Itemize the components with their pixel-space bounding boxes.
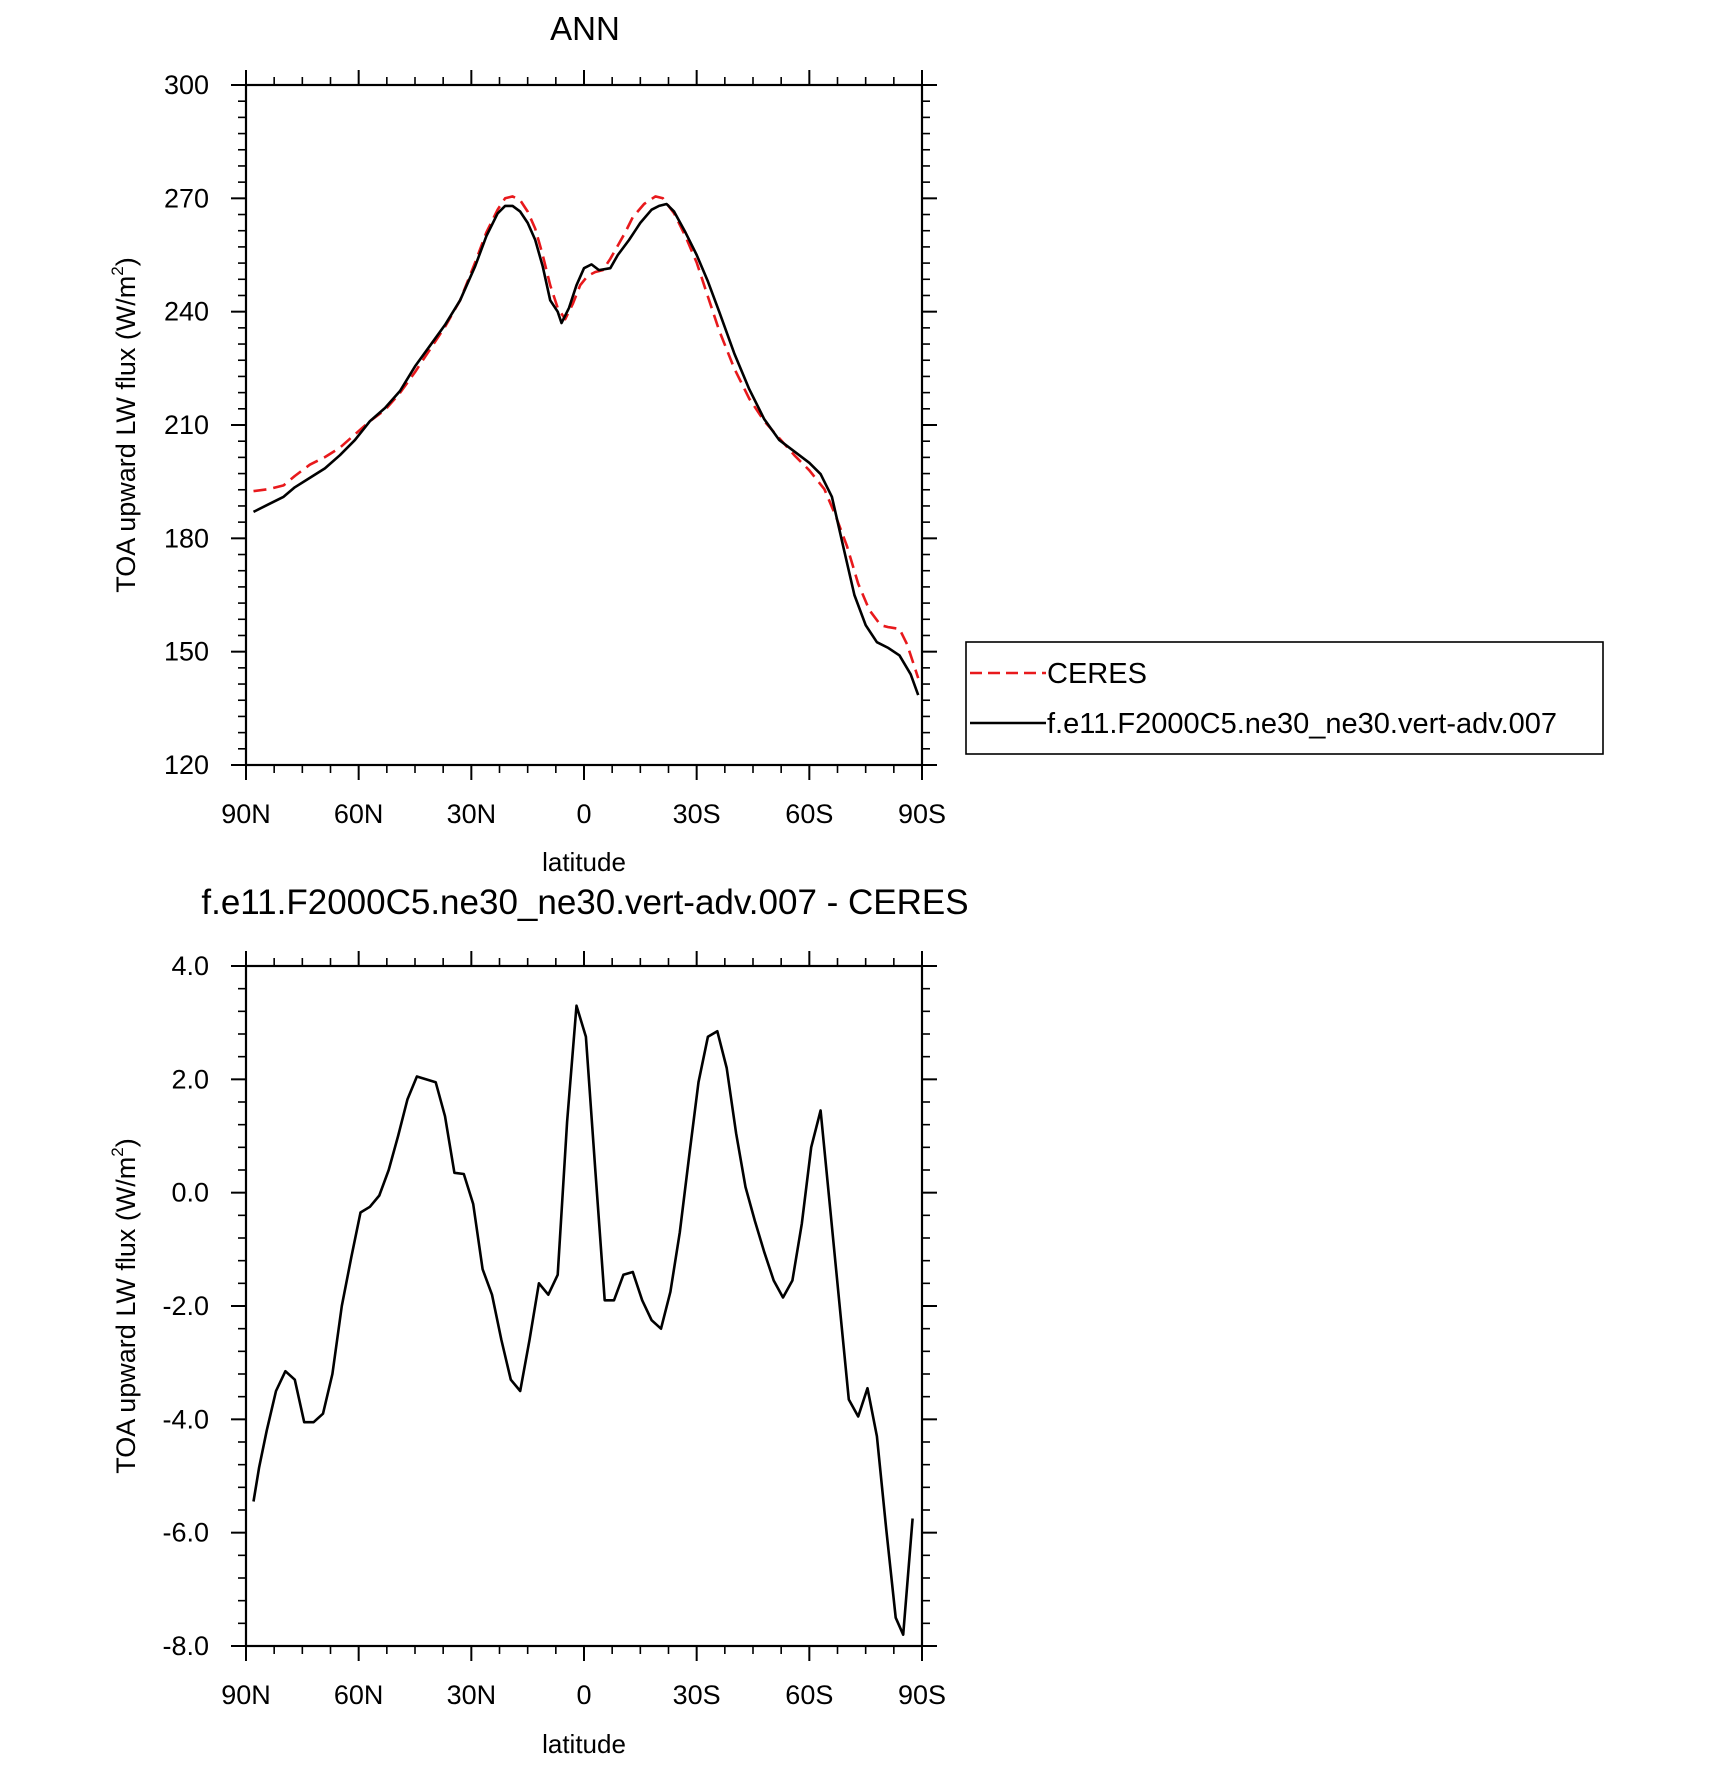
y-tick-label: -6.0: [162, 1518, 209, 1548]
legend-label-model: f.e11.F2000C5.ne30_ne30.vert-adv.007: [1047, 708, 1557, 740]
x-tick-label: 30N: [447, 799, 497, 829]
y-axis-label-superscript: 2: [108, 1147, 127, 1156]
y-tick-label: 300: [164, 70, 209, 100]
y-axis-label: TOA upward LW flux (W/m2): [108, 1138, 141, 1474]
x-tick-labels: 90N 60N 30N 0 30S 60S 90S: [221, 799, 946, 829]
x-tick-label: 30N: [447, 1680, 497, 1710]
y-tick-labels: 120 150 180 210 240 270 300: [164, 70, 209, 780]
x-tick-label: 30S: [673, 799, 721, 829]
x-tick-label: 90S: [898, 1680, 946, 1710]
x-tick-label: 0: [576, 799, 591, 829]
y-tick-label: 4.0: [171, 951, 209, 981]
y-tick-label: 2.0: [171, 1064, 209, 1094]
legend-label-ceres: CERES: [1047, 658, 1147, 690]
x-tick-label: 60S: [785, 799, 833, 829]
x-tick-label: 30S: [673, 1680, 721, 1710]
legend-box: [965, 641, 1604, 755]
series-line-2: [252, 202, 920, 696]
y-axis-label-close: ): [111, 1138, 141, 1147]
y-tick-label: -4.0: [162, 1404, 209, 1434]
y-axis-label-main: TOA upward LW flux (W/m: [111, 1157, 141, 1474]
y-axis-label: TOA upward LW flux (W/m2): [108, 257, 141, 593]
plot-frame: [244, 964, 924, 1648]
x-tick-label: 90N: [221, 1680, 271, 1710]
y-tick-labels: -8.0 -6.0 -4.0 -2.0 0.0 2.0 4.0: [162, 951, 209, 1661]
x-axis-label: latitude: [542, 1729, 626, 1759]
y-tick-label: 150: [164, 637, 209, 667]
x-tick-label: 60N: [334, 1680, 384, 1710]
y-tick-label: 120: [164, 750, 209, 780]
chart-title: f.e11.F2000C5.ne30_ne30.vert-adv.007 - C…: [201, 883, 968, 922]
y-axis-label-superscript: 2: [108, 266, 127, 275]
x-tick-label: 60S: [785, 1680, 833, 1710]
y-tick-label: 240: [164, 297, 209, 327]
y-axis-label-main: TOA upward LW flux (W/m: [111, 276, 141, 593]
series-line-1: [252, 1004, 914, 1636]
y-axis-label-close: ): [111, 257, 141, 266]
y-tick-label: 180: [164, 523, 209, 553]
chart-title: ANN: [550, 10, 620, 47]
y-tick-label: -8.0: [162, 1631, 209, 1661]
x-tick-label: 0: [576, 1680, 591, 1710]
y-tick-label: 270: [164, 183, 209, 213]
y-tick-label: 0.0: [171, 1178, 209, 1208]
x-axis-label: latitude: [542, 847, 626, 877]
series-layer: [252, 1004, 914, 1636]
tick-marks: [231, 70, 937, 780]
x-tick-label: 90N: [221, 799, 271, 829]
x-tick-labels: 90N 60N 30N 0 30S 60S 90S: [221, 1680, 946, 1710]
x-tick-label: 60N: [334, 799, 384, 829]
series-layer: [252, 195, 920, 696]
legend: CERES f.e11.F2000C5.ne30_ne30.vert-adv.0…: [965, 641, 1604, 755]
top-chart: ANN 90N 60N 30N 0 30S 60S 90S 120 150 180 210 240 2…: [108, 10, 1604, 877]
bottom-chart: f.e11.F2000C5.ne30_ne30.vert-adv.007 - C…: [108, 883, 969, 1759]
plot-frame: [244, 83, 924, 767]
y-tick-label: 210: [164, 410, 209, 440]
y-tick-label: -2.0: [162, 1291, 209, 1321]
x-tick-label: 90S: [898, 799, 946, 829]
tick-marks: [231, 951, 937, 1661]
